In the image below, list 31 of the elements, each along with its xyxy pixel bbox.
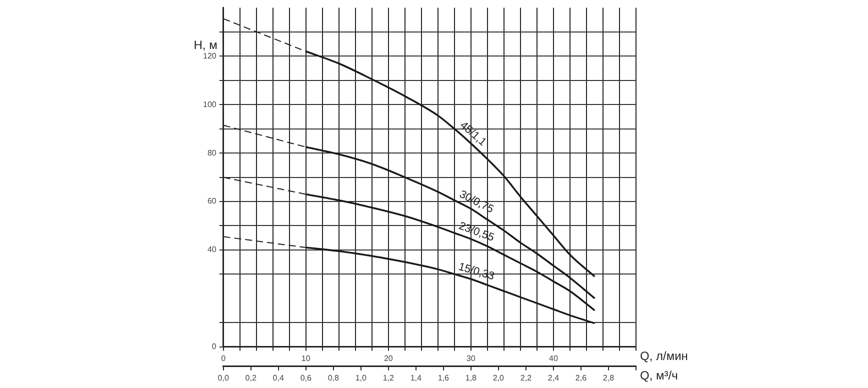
x-tick-label: 30 bbox=[466, 354, 476, 363]
x2-tick-label: 2,2 bbox=[520, 373, 532, 382]
x-tick-label: 10 bbox=[301, 354, 311, 363]
x2-axis-title: Q, м³/ч bbox=[640, 368, 678, 383]
y-tick-label: 60 bbox=[207, 196, 217, 206]
x2-tick-label: 0,4 bbox=[272, 373, 284, 382]
x-tick-label: 40 bbox=[549, 354, 558, 363]
x2-tick-label: 2,6 bbox=[575, 373, 588, 382]
x2-tick-label: 1,4 bbox=[410, 373, 422, 382]
text: 15/0,33 bbox=[457, 260, 496, 283]
y-axis-title: H, м bbox=[194, 38, 218, 52]
x2-tick-label: 1,6 bbox=[438, 373, 450, 382]
y-tick-label: 40 bbox=[207, 245, 217, 254]
x2-tick-label: 1,0 bbox=[355, 373, 368, 382]
x-axis-title: Q, л/мин bbox=[640, 349, 688, 364]
x2-tick-label: 2,8 bbox=[602, 373, 615, 382]
x2-tick-label: 2,4 bbox=[548, 373, 560, 382]
text: 23/0,55 bbox=[457, 220, 496, 244]
x2-tick-label: 1,8 bbox=[465, 373, 478, 382]
x2-tick-label: 1,2 bbox=[382, 373, 395, 382]
x-tick-label: 20 bbox=[384, 354, 394, 363]
x2-tick-label: 0,0 bbox=[218, 373, 230, 382]
y-tick-label: 80 bbox=[207, 148, 217, 158]
x2-tick-label: 2,0 bbox=[492, 373, 505, 382]
y-tick-label: 0 bbox=[212, 342, 217, 352]
x-tick-label: 0 bbox=[221, 354, 226, 363]
x2-tick-label: 0,8 bbox=[328, 373, 340, 382]
x2-tick-label: 0,6 bbox=[300, 373, 312, 382]
y-tick-label: 100 bbox=[202, 100, 217, 109]
y-tick-label: 120 bbox=[202, 51, 217, 60]
x2-tick-label: 0,2 bbox=[245, 373, 257, 382]
